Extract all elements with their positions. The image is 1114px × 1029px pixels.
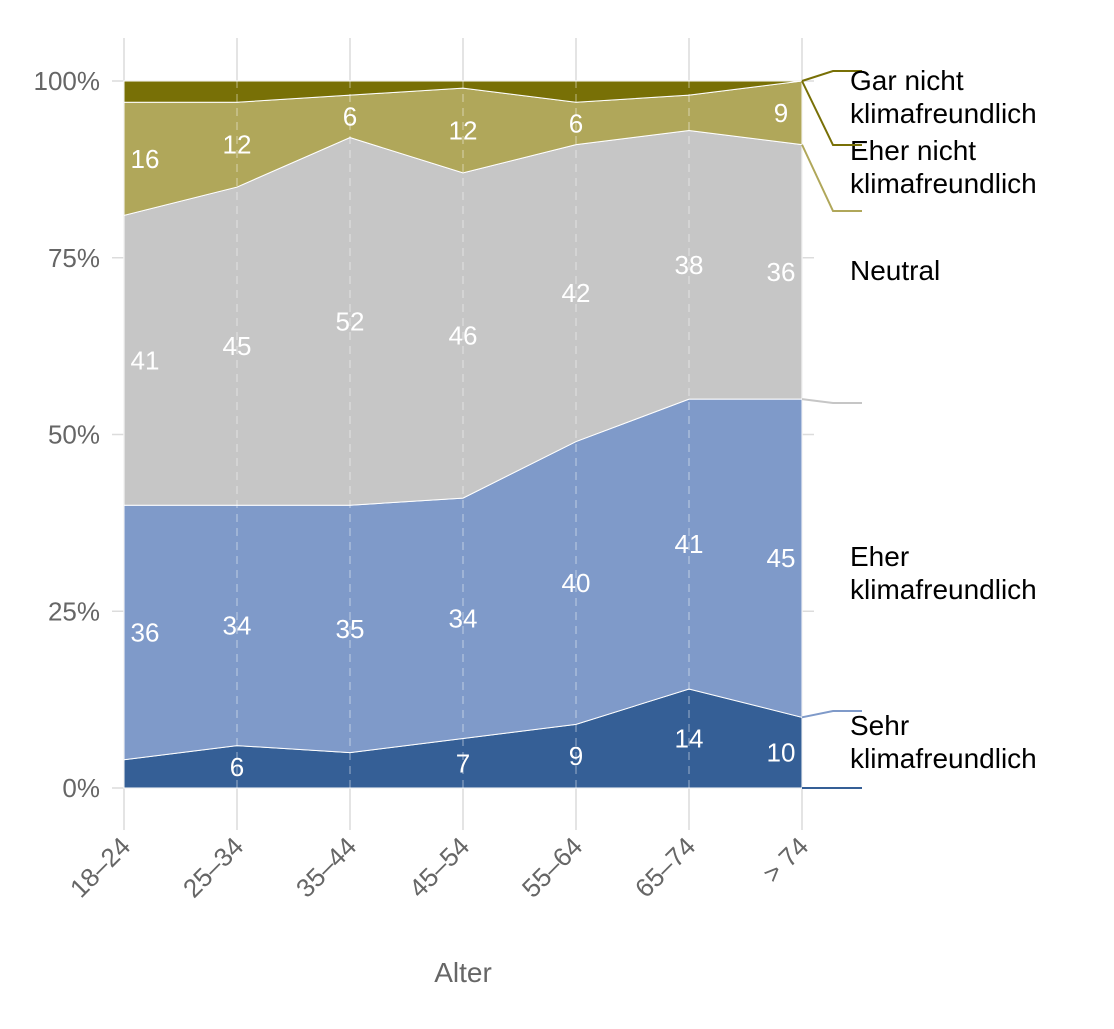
legend-label: klimafreundlich <box>850 98 1037 129</box>
data-label: 6 <box>230 752 244 782</box>
data-label: 16 <box>131 144 160 174</box>
x-tick-label: 65–74 <box>629 831 701 903</box>
data-label: 14 <box>675 724 704 754</box>
data-label: 10 <box>767 738 796 768</box>
data-label: 42 <box>562 278 591 308</box>
area-gar-nicht-klimafreundlich <box>123 80 803 103</box>
data-label: 45 <box>767 543 796 573</box>
data-label: 40 <box>562 568 591 598</box>
x-tick-label: > 74 <box>757 831 815 889</box>
data-label: 6 <box>569 108 583 138</box>
legend-label: Sehr <box>850 710 909 741</box>
y-tick-label: 25% <box>48 596 100 626</box>
data-label: 41 <box>675 529 704 559</box>
data-label: 7 <box>456 748 470 778</box>
data-label: 46 <box>449 321 478 351</box>
x-tick-label: 35–44 <box>290 831 362 903</box>
x-tick-label: 55–64 <box>516 831 588 903</box>
y-tick-label: 0% <box>62 773 100 803</box>
data-label: 34 <box>449 603 478 633</box>
data-label: 45 <box>223 331 252 361</box>
legend-label: Eher nicht <box>850 135 976 166</box>
x-tick-label: 25–34 <box>177 831 249 903</box>
leader-line <box>801 398 862 404</box>
data-label: 36 <box>767 257 796 287</box>
x-axis-title: Alter <box>434 957 492 988</box>
data-label: 35 <box>336 614 365 644</box>
data-label: 52 <box>336 306 365 336</box>
x-tick-label: 45–54 <box>403 831 475 903</box>
legend-label: Neutral <box>850 255 940 286</box>
x-tick-label: 18–24 <box>64 831 136 903</box>
y-tick-label: 50% <box>48 420 100 450</box>
leader-line <box>801 80 862 146</box>
legend-label: Gar nicht <box>850 65 964 96</box>
legend-label: klimafreundlich <box>850 743 1037 774</box>
data-label: 38 <box>675 250 704 280</box>
leader-line <box>801 144 862 212</box>
data-label: 34 <box>223 610 252 640</box>
data-label: 9 <box>569 741 583 771</box>
data-label: 12 <box>223 130 252 160</box>
data-label: 9 <box>774 98 788 128</box>
leader-line <box>801 70 862 82</box>
y-tick-label: 100% <box>34 66 101 96</box>
leader-line <box>801 710 862 719</box>
data-label: 6 <box>343 101 357 131</box>
data-label: 41 <box>131 345 160 375</box>
legend-label: Eher <box>850 541 909 572</box>
y-tick-label: 75% <box>48 243 100 273</box>
data-label: 36 <box>131 617 160 647</box>
data-label: 12 <box>449 115 478 145</box>
legend-label: klimafreundlich <box>850 574 1037 605</box>
legend-label: klimafreundlich <box>850 168 1037 199</box>
